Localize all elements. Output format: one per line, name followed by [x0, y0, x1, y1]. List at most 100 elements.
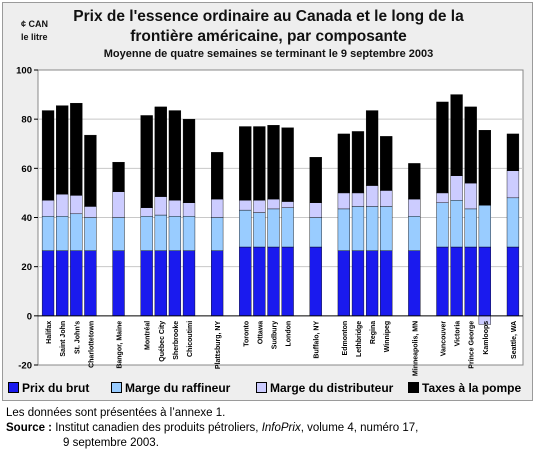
bar-segment [140, 250, 153, 317]
x-category-label: Sherbrooke [173, 321, 180, 360]
bar-segment [478, 130, 491, 206]
bar-segment [253, 212, 266, 248]
bar-segment [365, 185, 379, 207]
y-tick-label: 0 [27, 311, 32, 322]
x-category-label: Montréal [145, 321, 152, 350]
data-note: Les données sont présentées à l’annexe 1… [6, 407, 226, 419]
legend-swatch [408, 382, 419, 393]
bar-segment [84, 134, 97, 207]
bar-segment [506, 246, 520, 317]
bar-segment [56, 216, 69, 251]
legend-item-prix-du-brut: Prix du brut [8, 381, 89, 395]
legend-label: Taxes à la pompe [422, 381, 522, 395]
bar-segment [56, 105, 69, 195]
bar-segment [506, 197, 520, 248]
x-category-label: London [286, 321, 293, 347]
x-category-label: Charlottetown [88, 321, 95, 368]
legend-swatch [8, 382, 19, 393]
bar-segment [112, 191, 125, 218]
bar-segment [351, 192, 365, 207]
bar-segment [351, 206, 365, 251]
bar-segment [464, 208, 477, 248]
bar-segment [154, 250, 167, 317]
bar-segment [253, 126, 266, 201]
bar-segment [337, 250, 350, 317]
y-axis-unit-line2: le litre [21, 32, 48, 42]
chart-title: Prix de l'essence ordinaire au Canada et… [73, 8, 464, 25]
chart-title-line2: frontière américaine, par composante [130, 28, 407, 45]
bar-segment [450, 94, 463, 176]
x-category-label: Seattle, WA [511, 321, 518, 359]
source-text-a: Institut canadien des produits pétrolier… [52, 422, 262, 434]
bar-segment [351, 131, 365, 194]
bar-segment [365, 206, 379, 251]
y-axis-unit: ¢ CAN [21, 19, 49, 29]
y-tick-label: 20 [21, 262, 32, 273]
bar-segment [450, 200, 463, 248]
source-label: Source : [6, 422, 53, 434]
x-category-label: Sudbury [272, 321, 279, 349]
bar-segment [211, 198, 224, 218]
bar-segment [450, 246, 463, 317]
bar-segment [309, 217, 322, 248]
x-category-label: Halifax [46, 321, 53, 344]
bar-segment [41, 250, 55, 317]
bar-segment [182, 118, 196, 203]
bar-segment [154, 196, 167, 216]
y-tick-label: 100 [16, 66, 32, 77]
bar-segment [450, 175, 463, 201]
bar-segment [70, 213, 83, 251]
x-category-label: Saint John [60, 321, 67, 357]
bar-segment [41, 216, 55, 251]
bar-segment [112, 217, 125, 251]
bar-segment [84, 206, 97, 218]
bar-segment [380, 190, 393, 207]
bar-segment [168, 250, 182, 317]
bar-segment [154, 214, 167, 251]
bar-segment [140, 207, 153, 217]
bar-segment [436, 246, 449, 317]
y-tick-label: 80 [21, 115, 32, 126]
x-category-label: Vancouver [440, 321, 447, 357]
legend-item-taxes-a-la-pompe: Taxes à la pompe [408, 381, 521, 395]
bar-segment [281, 207, 294, 248]
bar-segment [211, 250, 224, 317]
bar-segment [140, 115, 153, 208]
bar-segment [408, 250, 421, 317]
bar-segment [84, 250, 97, 317]
source-text-b: , volume 4, numéro 17, [300, 422, 419, 434]
bar-segment [239, 200, 252, 211]
bar-segment [253, 200, 266, 213]
x-category-label: Toronto [243, 321, 250, 347]
x-category-label: Lethbridge [356, 321, 363, 357]
bar-segment [267, 198, 280, 210]
x-category-label: Québec City [159, 321, 166, 362]
bar-segment [239, 246, 252, 317]
x-category-label: Kamloops [483, 321, 490, 355]
x-category-label: Ottawa [257, 321, 264, 344]
bar-segment [41, 110, 55, 201]
bar-segment [464, 246, 477, 317]
x-category-label: Chicoutimi [187, 321, 194, 357]
bar-segment [70, 250, 83, 317]
bar-segment [309, 202, 322, 218]
source-publication: InfoPrix [261, 422, 301, 434]
bar-segment [281, 201, 294, 208]
bar-segment [239, 126, 252, 201]
legend-item-marge-du-raffineur: Marge du raffineur [111, 381, 230, 395]
bar-segment [365, 250, 379, 317]
bar-segment [112, 250, 125, 317]
bar-segment [380, 250, 393, 317]
x-category-label: Bangor, Maine [117, 321, 124, 369]
bar-segment [380, 206, 393, 251]
bar-segment [70, 102, 83, 196]
x-category-label: Buffalo, NY [314, 321, 321, 359]
bar-segment [239, 209, 252, 248]
legend: Prix du brut Marge du raffineur Marge du… [8, 381, 528, 397]
bar-segment [267, 246, 280, 317]
bar-segment [211, 152, 224, 200]
bar-segment [436, 192, 449, 203]
bar-segment [337, 208, 350, 251]
legend-label: Prix du brut [22, 381, 90, 395]
source-line: Source : Institut canadien des produits … [6, 422, 418, 434]
